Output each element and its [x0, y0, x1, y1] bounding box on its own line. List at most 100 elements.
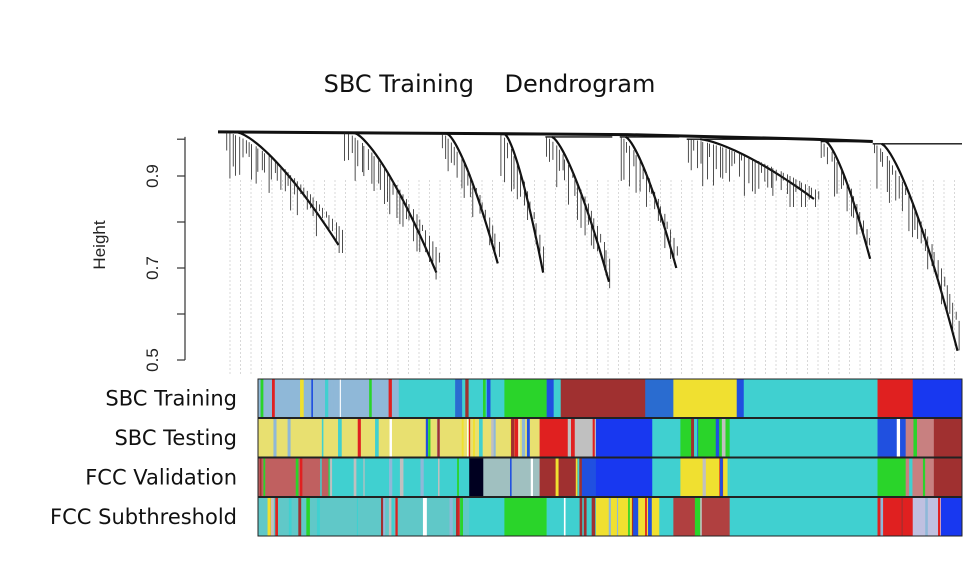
- color-stripe: [633, 498, 636, 537]
- color-stripe: [272, 379, 275, 418]
- color-segment: [744, 379, 878, 418]
- color-stripe: [330, 458, 332, 497]
- color-stripe: [593, 419, 595, 458]
- color-stripe: [296, 458, 299, 497]
- color-stripe: [473, 419, 475, 458]
- color-stripe: [469, 419, 470, 458]
- color-stripe: [273, 419, 276, 458]
- color-segment: [399, 379, 456, 418]
- color-stripe: [289, 498, 292, 537]
- dendrogram-branch-7: [687, 139, 821, 207]
- color-stripe: [375, 419, 379, 458]
- color-segment: [941, 498, 962, 537]
- dendrogram-arm: [552, 137, 609, 282]
- color-stripe: [467, 419, 468, 458]
- color-stripe: [617, 498, 618, 537]
- color-stripe: [389, 458, 392, 497]
- color-segment: [596, 458, 653, 497]
- color-stripe: [465, 379, 468, 418]
- color-stripe: [694, 419, 697, 458]
- color-stripe: [483, 379, 486, 418]
- color-stripe: [578, 458, 580, 497]
- color-segment: [652, 458, 680, 497]
- color-stripe: [457, 458, 459, 497]
- color-stripe: [580, 498, 583, 537]
- color-stripe: [511, 419, 514, 458]
- color-segment: [547, 379, 554, 418]
- color-stripe: [311, 379, 313, 418]
- color-stripe: [358, 419, 361, 458]
- dendrogram-arm: [626, 137, 677, 268]
- color-segment: [596, 419, 653, 458]
- color-stripe: [491, 419, 493, 458]
- color-segment: [455, 379, 462, 418]
- color-stripe: [426, 419, 428, 458]
- color-stripe: [369, 379, 372, 418]
- color-segment: [934, 458, 962, 497]
- color-segment: [504, 498, 547, 537]
- color-stripe: [902, 498, 903, 537]
- color-row-3: [258, 458, 962, 497]
- color-stripe: [330, 379, 333, 418]
- color-stripe: [938, 498, 940, 537]
- module-color-rows: [258, 379, 962, 536]
- color-stripe: [514, 419, 518, 458]
- color-stripe: [716, 419, 719, 458]
- color-stripe: [354, 458, 357, 497]
- color-segment: [547, 498, 597, 537]
- color-stripe: [420, 458, 423, 497]
- color-stripe: [487, 379, 491, 418]
- color-stripe: [695, 498, 699, 537]
- color-stripe: [720, 458, 723, 497]
- color-row-label: SBC Training: [105, 386, 237, 410]
- color-segment: [730, 419, 878, 458]
- color-segment: [730, 498, 878, 537]
- color-stripe: [395, 498, 397, 537]
- color-segment: [561, 379, 646, 418]
- color-segment: [582, 458, 596, 497]
- color-stripe: [722, 419, 726, 458]
- color-stripe: [911, 498, 912, 537]
- color-stripe: [648, 498, 652, 537]
- color-stripe: [510, 458, 512, 497]
- color-stripe: [460, 498, 463, 537]
- color-stripe: [564, 498, 566, 537]
- color-stripe: [518, 419, 519, 458]
- color-stripe: [913, 419, 917, 458]
- color-segment: [913, 379, 963, 418]
- color-stripe: [450, 498, 453, 537]
- dendrogram-branch-9: [873, 144, 962, 351]
- color-segment: [554, 379, 561, 418]
- dendrogram-arm: [354, 133, 436, 273]
- color-segment: [878, 379, 914, 418]
- color-stripe: [268, 498, 271, 537]
- color-stripe: [703, 458, 706, 497]
- color-stripe: [381, 498, 383, 537]
- color-stripe: [925, 498, 928, 537]
- color-stripe: [628, 498, 630, 537]
- color-stripe: [462, 419, 464, 458]
- color-segment: [737, 379, 744, 418]
- color-segment: [659, 498, 673, 537]
- color-stripe: [300, 379, 304, 418]
- color-stripe: [728, 458, 730, 497]
- color-stripe: [271, 498, 274, 537]
- color-stripe: [363, 458, 364, 497]
- color-stripe: [694, 458, 696, 497]
- y-tick-label: 0.7: [143, 256, 162, 280]
- color-segment: [652, 419, 680, 458]
- color-row-2: [258, 419, 962, 458]
- dendrogram-tree: [218, 132, 962, 351]
- color-row-labels: SBC TrainingSBC TestingFCC ValidationFCC…: [50, 386, 237, 529]
- color-segment: [258, 379, 399, 418]
- color-segment: [328, 458, 469, 497]
- color-stripe: [576, 458, 578, 497]
- color-stripe: [501, 379, 503, 418]
- color-stripe: [322, 419, 324, 458]
- color-stripe: [880, 498, 883, 537]
- color-stripe: [589, 419, 592, 458]
- color-stripe: [437, 419, 439, 458]
- color-stripe: [527, 419, 530, 458]
- color-row-label: SBC Testing: [114, 426, 237, 450]
